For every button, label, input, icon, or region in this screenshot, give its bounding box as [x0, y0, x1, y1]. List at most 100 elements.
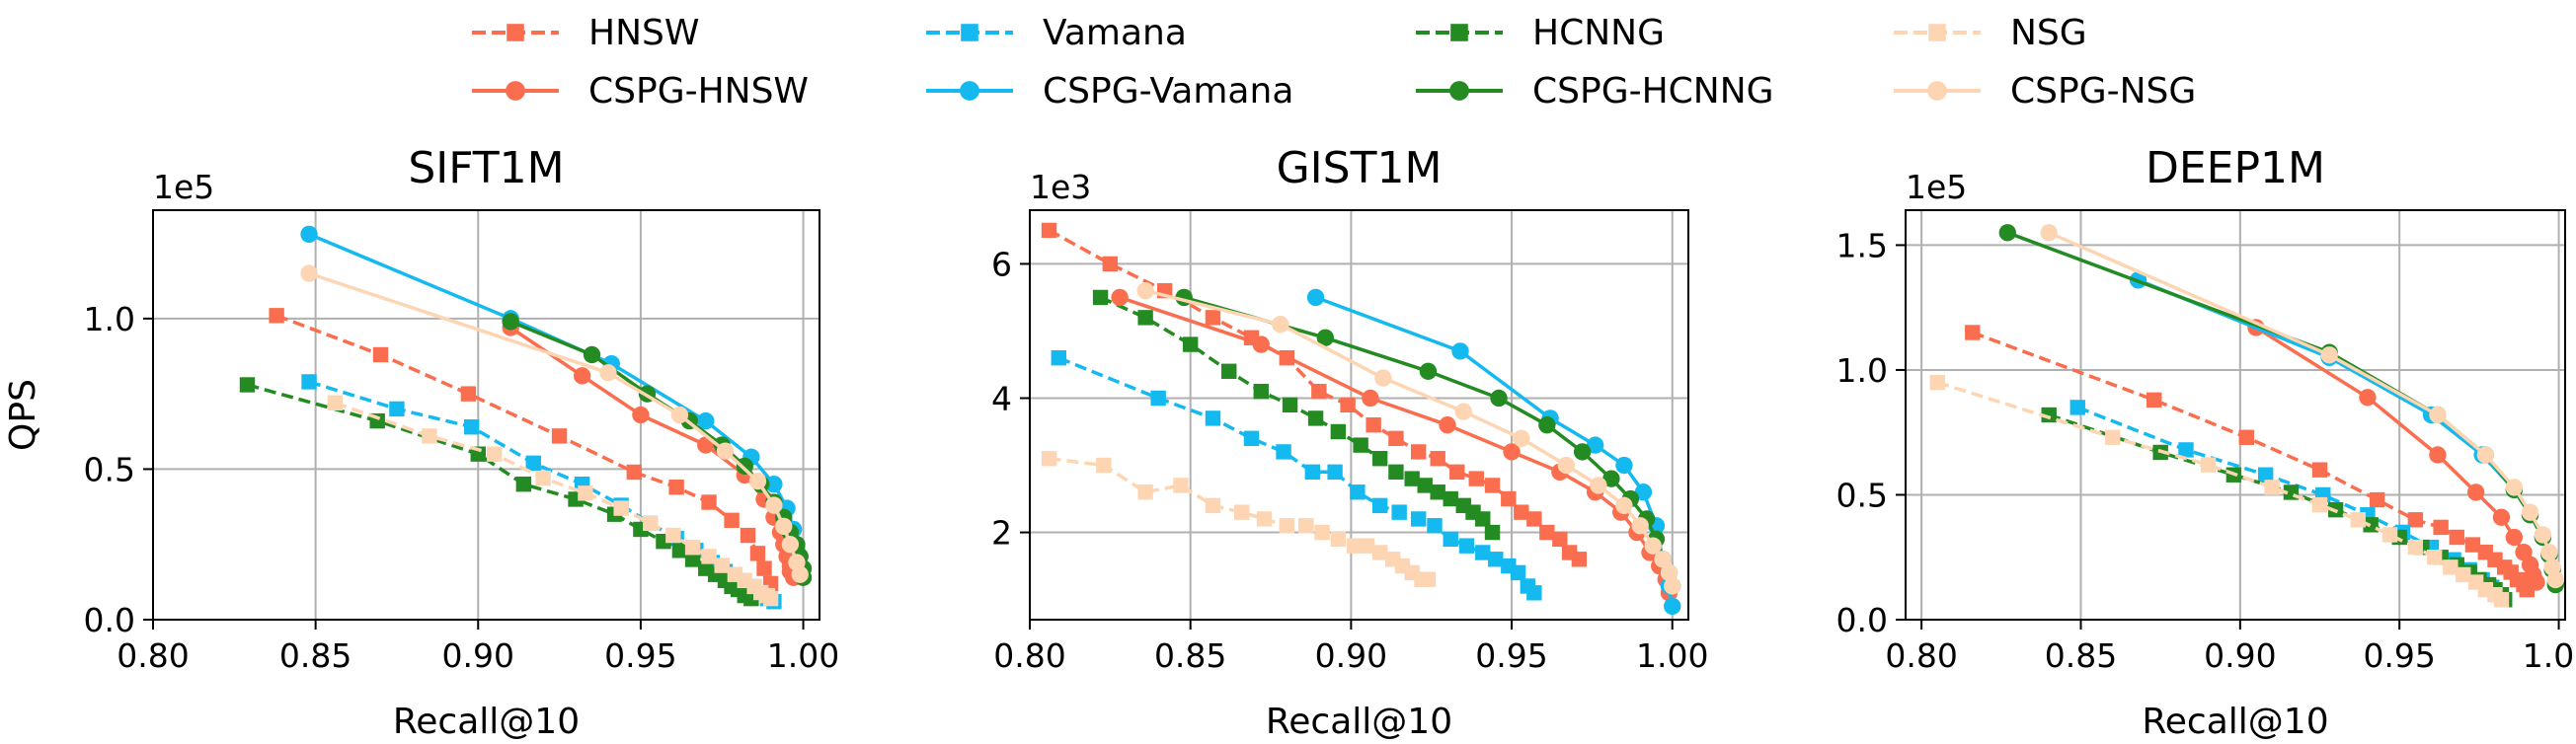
data-point — [1096, 457, 1112, 474]
y-offset-label: 1e5 — [1906, 168, 1967, 206]
data-point — [2320, 346, 2338, 364]
data-point — [781, 536, 800, 554]
data-point — [1391, 504, 1407, 520]
data-point — [1205, 497, 1221, 514]
y-tick-label: 0.5 — [1836, 476, 1888, 514]
data-point — [1526, 511, 1542, 527]
data-point — [2443, 559, 2459, 575]
data-point — [2492, 508, 2511, 526]
data-point — [749, 546, 766, 561]
data-point — [716, 442, 735, 460]
legend: HNSW Vamana HCNNG NSG CSPG-HNSW CSPG-Vamana CS… — [472, 13, 2196, 112]
data-point — [535, 470, 551, 486]
data-point — [1664, 577, 1681, 595]
data-point — [1526, 585, 1542, 601]
series — [2040, 224, 2564, 589]
data-point — [2433, 519, 2449, 536]
x-tick-label: 0.90 — [2204, 636, 2276, 675]
data-point — [1449, 464, 1465, 481]
y-tick-label: 1.0 — [84, 300, 135, 338]
data-point — [613, 500, 629, 516]
data-point — [2178, 442, 2194, 458]
data-point — [2105, 429, 2121, 445]
data-point — [551, 428, 568, 444]
x-tick-label: 0.95 — [2363, 636, 2435, 675]
y-tick-label: 6 — [991, 245, 1012, 283]
y-tick-label: 0.5 — [84, 450, 135, 488]
data-point — [1340, 397, 1356, 412]
data-point — [1252, 335, 1270, 353]
data-point — [1664, 597, 1681, 616]
data-point — [1137, 484, 1153, 500]
data-point — [1182, 336, 1199, 352]
data-point — [765, 476, 783, 493]
data-point — [1307, 410, 1324, 426]
data-point — [1430, 484, 1445, 500]
data-point — [1041, 451, 1057, 467]
data-point — [670, 406, 689, 424]
series — [2069, 400, 2513, 608]
data-point — [1644, 537, 1662, 555]
data-point — [1538, 416, 1556, 434]
x-axis-label: Recall@10 — [1266, 702, 1452, 742]
data-point — [1173, 478, 1189, 493]
data-point — [2505, 528, 2524, 547]
data-point — [2505, 479, 2524, 496]
data-point — [1092, 289, 1109, 306]
y-tick-label: 0.0 — [84, 601, 135, 639]
data-point — [1316, 329, 1335, 346]
data-point — [1346, 538, 1363, 554]
data-point — [1965, 325, 1981, 340]
data-point — [1654, 551, 1672, 568]
data-point — [756, 560, 772, 576]
data-point — [327, 395, 344, 410]
legend-label: CSPG-NSG — [2010, 71, 2196, 112]
data-point — [1590, 477, 1607, 494]
data-point — [1573, 443, 1592, 461]
data-point — [2040, 224, 2058, 242]
data-point — [1282, 397, 1298, 412]
chart-panel: 0.80 0.85 0.90 0.95 1.00 2 4 6 1e3 GIST1M Recall@1… — [991, 143, 1708, 742]
y-offset-label: 1e3 — [1030, 168, 1091, 206]
data-point — [1410, 444, 1427, 460]
legend-label: CSPG-HCNNG — [1532, 71, 1774, 112]
data-point — [1111, 288, 1129, 307]
series-line — [275, 314, 773, 585]
data-point — [1484, 478, 1501, 493]
data-point — [1051, 349, 1066, 366]
data-point — [2449, 529, 2464, 546]
data-point — [684, 540, 701, 556]
legend-entry: CSPG-HCNNG — [1416, 71, 1774, 112]
data-point — [1514, 504, 1529, 520]
data-point — [1929, 374, 1945, 391]
data-point — [714, 558, 730, 573]
data-point — [775, 517, 793, 536]
data-point — [599, 364, 617, 382]
legend-label: HCNNG — [1532, 13, 1665, 53]
data-point — [1410, 511, 1427, 527]
series-group — [239, 225, 813, 610]
data-point — [583, 345, 601, 364]
series-line — [2137, 278, 2557, 583]
data-point — [1488, 552, 1504, 567]
x-tick-label: 0.95 — [604, 636, 676, 675]
legend-entry: CSPG-NSG — [1894, 71, 2196, 112]
grid — [1906, 210, 2565, 621]
series — [300, 264, 809, 583]
data-point — [1615, 496, 1633, 515]
data-point — [665, 527, 681, 544]
data-point — [1353, 437, 1368, 453]
legend-entry: NSG — [1894, 13, 2087, 53]
data-point — [1557, 456, 1576, 475]
series-line — [308, 271, 802, 575]
y-tick-label: 4 — [991, 379, 1012, 417]
data-point — [1602, 470, 1620, 487]
data-point — [1501, 490, 1517, 507]
chart-title: DEEP1M — [2146, 143, 2325, 193]
data-point — [2311, 462, 2328, 478]
data-point — [1660, 563, 1678, 582]
data-point — [2200, 457, 2217, 473]
data-point — [1430, 451, 1445, 467]
y-tick-label: 1.0 — [1836, 351, 1888, 390]
